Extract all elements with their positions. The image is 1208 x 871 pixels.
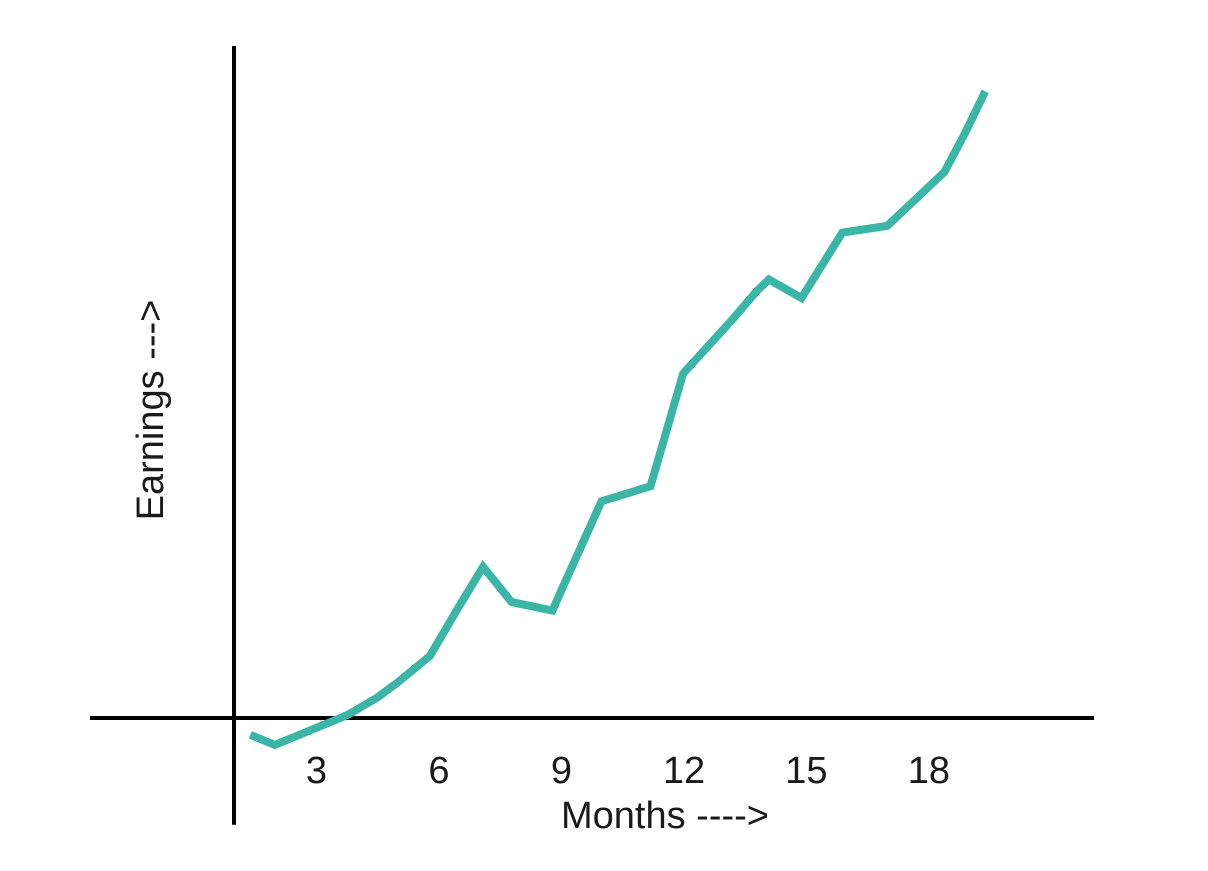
x-axis-title: Months ----> bbox=[561, 795, 769, 837]
x-tick-label: 18 bbox=[908, 750, 950, 792]
x-tick-label: 15 bbox=[785, 750, 827, 792]
x-tick-labels: 3 6 9 12 15 18 bbox=[306, 750, 950, 792]
x-tick-label: 3 bbox=[306, 750, 327, 792]
earnings-series-line bbox=[248, 89, 989, 750]
y-axis-title: Earnings ---> bbox=[130, 300, 172, 521]
x-tick-label: 12 bbox=[663, 750, 705, 792]
x-tick-label: 6 bbox=[428, 750, 449, 792]
x-tick-label: 9 bbox=[551, 750, 572, 792]
